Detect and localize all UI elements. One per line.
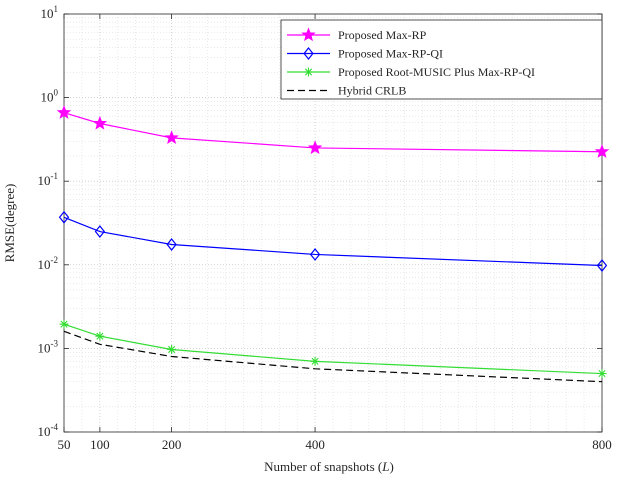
data-point-series-2 [94,225,106,238]
x-tick-label: 200 [162,437,182,452]
x-tick-label: 50 [58,437,71,452]
legend-label: Proposed Root-MUSIC Plus Max-RP-QI [338,65,535,79]
legend: Proposed Max-RP Proposed Max-RP-QI Propose… [280,19,603,100]
y-axis-label: RMSE(degree) [2,184,17,263]
x-axis-label-main: Number of snapshots ( [264,459,382,474]
data-point-series-1 [307,140,323,155]
x-tick-label: 800 [592,437,612,452]
series-line-2 [63,216,603,267]
data-point-series-1 [594,144,610,158]
data-point-series-2 [166,238,177,251]
legend-entry-4: Hybrid CRLB [287,84,406,98]
data-point-series-1 [92,115,108,130]
legend-entry-2: Proposed Max-RP-QI [287,47,443,61]
x-axis-label-variable: L [381,459,389,474]
legend-label: Proposed Max-RP [338,28,427,42]
legend-entry-3: Proposed Root-MUSIC Plus Max-RP-QI [287,65,535,79]
axis-ticks [63,13,603,433]
x-axis-label: Number of snapshots (L) [264,459,394,474]
data-point-series-1 [164,130,179,145]
data-point-series-3 [597,369,607,379]
legend-box [280,19,603,100]
y-tick-label: 10-2 [38,255,59,272]
data-point-series-2 [596,259,608,272]
data-point-series-3 [59,319,69,329]
y-tick-labels: 101 100 10-1 10-2 10-3 10-4 [38,4,59,439]
legend-marker [304,67,313,77]
legend-entry-1: Proposed Max-RP [287,27,427,42]
x-tick-labels: 50 100 200 400 800 [58,437,612,452]
x-tick-label: 400 [305,437,325,452]
data-point-series-3 [95,331,105,341]
legend-marker [303,47,314,60]
x-axis-label-end: ) [389,459,393,474]
legend-marker [301,27,316,42]
series-line-4 [63,330,603,383]
data-point-series-1 [56,105,72,119]
series-markers [56,105,610,379]
legend-label: Proposed Max-RP-QI [338,47,443,61]
x-tick-label: 100 [90,437,110,452]
y-tick-label: 100 [41,88,59,105]
data-point-series-3 [167,345,177,355]
data-point-series-2 [58,210,70,224]
y-tick-label: 101 [41,4,59,21]
data-point-series-2 [309,247,321,261]
data-point-series-3 [310,356,320,366]
legend-label: Hybrid CRLB [338,84,406,98]
y-tick-label: 10-4 [38,422,59,439]
y-tick-label: 10-1 [38,171,59,188]
y-tick-label: 10-3 [38,338,59,355]
